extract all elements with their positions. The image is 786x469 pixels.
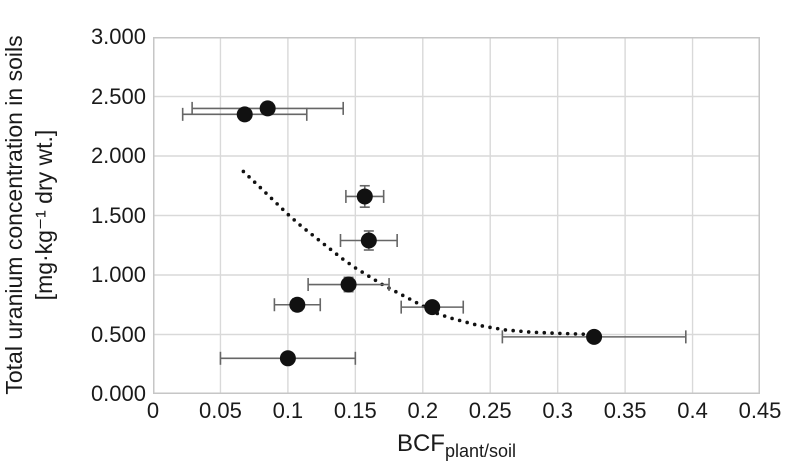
y-axis-title-line1: Total uranium concentration in soils: [1, 35, 27, 395]
trendline-dot: [258, 185, 263, 190]
trendline-dot: [526, 330, 531, 334]
x-tick-label: 0.25: [468, 398, 512, 423]
trendline-dot: [534, 330, 539, 335]
trendline-dot: [280, 207, 285, 212]
trendline-dot: [304, 228, 308, 232]
trendline-dot: [407, 297, 412, 301]
data-point: [289, 296, 306, 313]
x-axis-title: BCFplant/soil: [153, 430, 760, 462]
trendline-dot: [247, 175, 251, 179]
trendline-dot: [322, 242, 327, 247]
data-point: [340, 276, 357, 293]
y-tick-label: 1.500: [90, 202, 146, 228]
trendline-dot: [328, 247, 333, 252]
trendline-dot: [340, 257, 345, 261]
trendline-dot: [503, 328, 508, 332]
data-point: [586, 328, 603, 345]
trendline-dot: [394, 289, 398, 294]
trendline-dot: [367, 274, 371, 278]
trendline-dot: [400, 293, 405, 298]
data-point: [279, 350, 296, 367]
x-tick-label: 0.05: [199, 398, 242, 423]
trendline-dot: [316, 237, 321, 242]
data-point: [424, 299, 441, 316]
data-point: [360, 232, 377, 249]
x-tick-label: 0.2: [407, 398, 439, 423]
trendline-dot: [472, 322, 477, 327]
trendline-dot: [414, 300, 419, 305]
trendline-dot: [465, 320, 469, 325]
trendline-dot: [450, 316, 454, 321]
trendline-dot: [310, 233, 315, 237]
trendline-dot: [581, 332, 586, 336]
trendline-dot: [298, 223, 302, 227]
data-point: [259, 100, 276, 117]
y-tick-label: 0.000: [90, 381, 146, 406]
x-tick-label: 0.15: [333, 398, 377, 423]
x-tick-label: 0.3: [542, 398, 573, 423]
data-point: [236, 106, 253, 123]
x-tick-label: 0.45: [738, 398, 782, 423]
trendline-dot: [565, 331, 570, 336]
trendline-dot: [269, 196, 274, 201]
trendline-dot: [286, 212, 291, 217]
data-point: [356, 188, 373, 205]
trendline-dot: [558, 331, 562, 336]
x-axis-title-subscript: plant/soil: [444, 441, 517, 461]
trendline-dot: [457, 318, 462, 323]
trendline-dot: [573, 332, 578, 336]
x-tick-label: 0.4: [677, 398, 708, 423]
trendline-dot: [275, 202, 279, 206]
y-tick-label: 0.500: [90, 321, 146, 347]
y-axis-title: Total uranium concentration in soils [mg…: [0, 0, 63, 440]
y-axis-title-line2: [mg·kg⁻¹ dry wt.]: [31, 129, 57, 301]
plot-area: [153, 37, 760, 394]
trendline-dot: [264, 191, 268, 195]
trendline-dot: [252, 180, 257, 185]
trendline-dot: [292, 218, 297, 222]
trendline-dot: [347, 261, 351, 266]
trendline-dot: [360, 270, 364, 274]
y-tick-label: 2.500: [90, 83, 146, 109]
trendline-dot: [353, 266, 358, 270]
trendline-dot: [542, 330, 547, 335]
trendline-dot: [241, 169, 246, 174]
trendline-dot: [495, 326, 500, 331]
trendline-dot: [334, 252, 339, 257]
x-tick-label: 0.1: [272, 398, 304, 423]
x-tick-label: 0.35: [603, 398, 647, 423]
trendline-dot: [442, 314, 447, 318]
trendline-dot: [550, 331, 554, 335]
y-tick-label: 1.000: [90, 262, 146, 287]
y-tick-label: 2.000: [90, 143, 146, 168]
trendline-dot: [488, 325, 492, 330]
plot-border: [153, 37, 760, 394]
y-tick-label: 3.000: [90, 24, 146, 49]
trendline-dot: [519, 329, 523, 334]
trendline-dot: [373, 278, 378, 283]
trendline-dot: [511, 328, 515, 333]
x-tick-label: 0: [146, 398, 160, 423]
trendline-dot: [480, 324, 485, 328]
x-axis-title-main: BCF: [396, 430, 445, 457]
